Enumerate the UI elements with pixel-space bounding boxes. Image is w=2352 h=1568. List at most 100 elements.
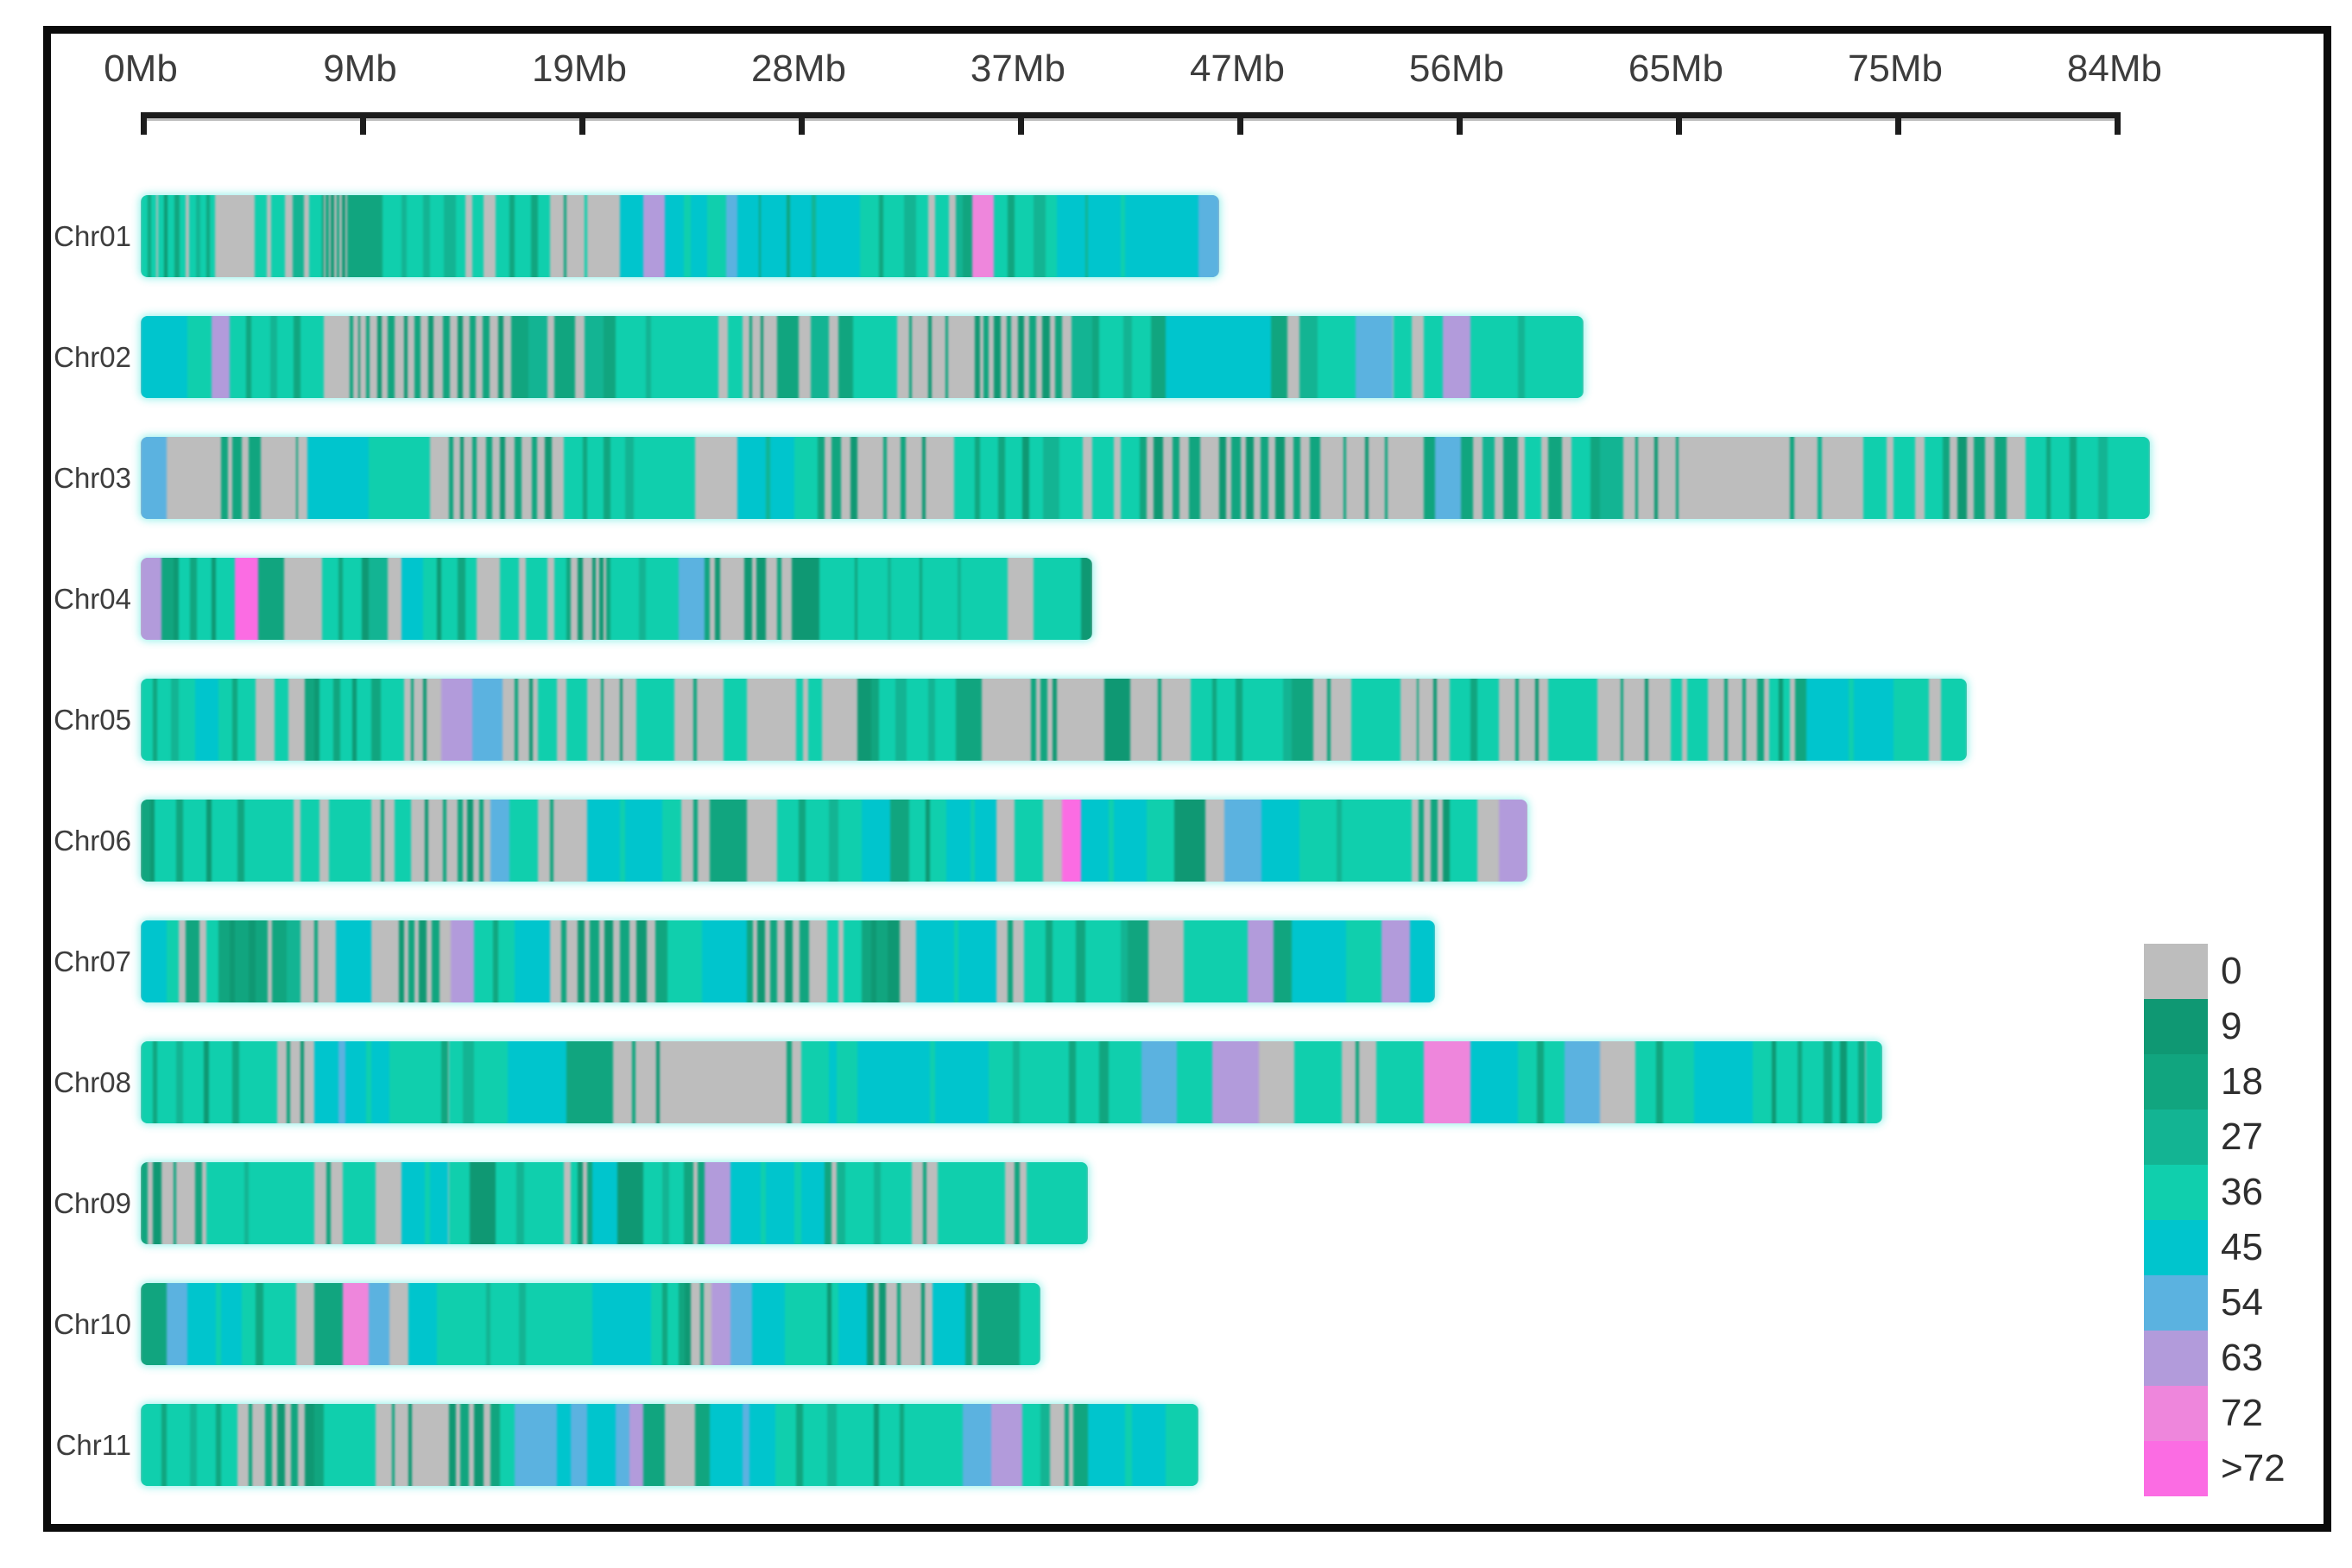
band-segment bbox=[1423, 1041, 1471, 1123]
legend-label: 18 bbox=[2221, 1060, 2263, 1103]
axis-tick-mark bbox=[798, 112, 805, 135]
band-segment bbox=[216, 1404, 221, 1486]
band-segment bbox=[845, 1162, 875, 1244]
band-segment bbox=[514, 437, 522, 519]
band-segment bbox=[934, 679, 957, 761]
band-segment bbox=[1040, 1404, 1051, 1486]
band-segment bbox=[604, 437, 611, 519]
band-segment bbox=[571, 1404, 588, 1486]
band-segment bbox=[2025, 437, 2047, 519]
band-segment bbox=[230, 920, 235, 1002]
band-segment bbox=[368, 558, 388, 640]
band-segment bbox=[530, 195, 538, 277]
band-segment bbox=[1275, 437, 1286, 519]
band-segment bbox=[1771, 1041, 1777, 1123]
band-segment bbox=[141, 437, 167, 519]
band-segment bbox=[190, 558, 198, 640]
band-segment bbox=[1158, 195, 1198, 277]
band-segment bbox=[474, 1041, 508, 1123]
band-segment bbox=[585, 195, 588, 277]
band-segment bbox=[878, 1404, 900, 1486]
band-segment bbox=[737, 437, 766, 519]
band-segment bbox=[882, 195, 905, 277]
band-segment bbox=[166, 1283, 188, 1365]
band-segment bbox=[1076, 920, 1085, 1002]
band-segment bbox=[2107, 437, 2127, 519]
band-layer bbox=[141, 920, 1436, 1002]
band-segment bbox=[1393, 316, 1413, 398]
band-segment bbox=[761, 1162, 766, 1244]
chromosome-label: Chr02 bbox=[54, 340, 131, 373]
band-segment bbox=[234, 920, 250, 1002]
band-segment bbox=[725, 195, 738, 277]
band-segment bbox=[490, 800, 510, 882]
band-segment bbox=[1261, 800, 1299, 882]
band-segment bbox=[993, 316, 1002, 398]
axis-tick-label: 28Mb bbox=[750, 47, 847, 90]
band-segment bbox=[216, 1283, 221, 1365]
band-segment bbox=[1823, 1041, 1833, 1123]
band-segment bbox=[695, 1404, 710, 1486]
band-segment bbox=[141, 679, 153, 761]
legend-swatch bbox=[2144, 1165, 2208, 1220]
band-segment bbox=[157, 679, 172, 761]
band-segment bbox=[1219, 437, 1227, 519]
band-segment bbox=[920, 1283, 925, 1365]
band-segment bbox=[1211, 1041, 1260, 1123]
band-segment bbox=[326, 1162, 332, 1244]
band-segment bbox=[319, 679, 334, 761]
band-segment bbox=[1087, 1404, 1126, 1486]
band-segment bbox=[1085, 195, 1088, 277]
band-segment bbox=[514, 1404, 557, 1486]
band-segment bbox=[2046, 437, 2052, 519]
band-segment bbox=[1865, 1041, 1882, 1123]
band-segment bbox=[636, 920, 648, 1002]
axis-tick-label: 19Mb bbox=[531, 47, 628, 90]
band-segment bbox=[243, 1162, 250, 1244]
band-segment bbox=[2070, 437, 2077, 519]
band-segment bbox=[514, 920, 550, 1002]
band-segment bbox=[1431, 800, 1438, 882]
band-segment bbox=[723, 679, 748, 761]
band-segment bbox=[1341, 800, 1384, 882]
band-segment bbox=[667, 1283, 680, 1365]
band-segment bbox=[998, 437, 1006, 519]
band-segment bbox=[810, 316, 830, 398]
band-segment bbox=[1355, 1041, 1360, 1123]
band-segment bbox=[667, 920, 703, 1002]
chromosome-bar bbox=[141, 195, 1220, 277]
band-segment bbox=[471, 679, 503, 761]
band-segment bbox=[836, 1162, 846, 1244]
band-segment bbox=[174, 195, 180, 277]
band-segment bbox=[1071, 316, 1093, 398]
band-segment bbox=[862, 920, 872, 1002]
band-segment bbox=[314, 679, 319, 761]
band-segment bbox=[904, 1404, 921, 1486]
band-segment bbox=[1670, 679, 1683, 761]
band-segment bbox=[749, 1404, 775, 1486]
band-segment bbox=[276, 800, 294, 882]
band-segment bbox=[276, 316, 294, 398]
band-segment bbox=[1344, 437, 1347, 519]
band-segment bbox=[300, 1041, 305, 1123]
band-segment bbox=[333, 679, 341, 761]
band-segment bbox=[991, 1404, 1022, 1486]
band-segment bbox=[571, 1162, 579, 1244]
band-segment bbox=[1515, 679, 1520, 761]
band-segment bbox=[1099, 316, 1123, 398]
band-segment bbox=[891, 558, 920, 640]
band-segment bbox=[692, 679, 697, 761]
band-segment bbox=[314, 1041, 338, 1123]
band-segment bbox=[401, 558, 423, 640]
band-segment bbox=[1146, 800, 1175, 882]
band-segment bbox=[1327, 679, 1331, 761]
band-segment bbox=[587, 1404, 616, 1486]
band-segment bbox=[605, 558, 611, 640]
band-segment bbox=[852, 316, 898, 398]
band-segment bbox=[1021, 437, 1029, 519]
band-segment bbox=[757, 920, 765, 1002]
band-segment bbox=[761, 195, 787, 277]
band-segment bbox=[141, 195, 149, 277]
band-segment bbox=[933, 1283, 966, 1365]
band-segment bbox=[206, 195, 211, 277]
